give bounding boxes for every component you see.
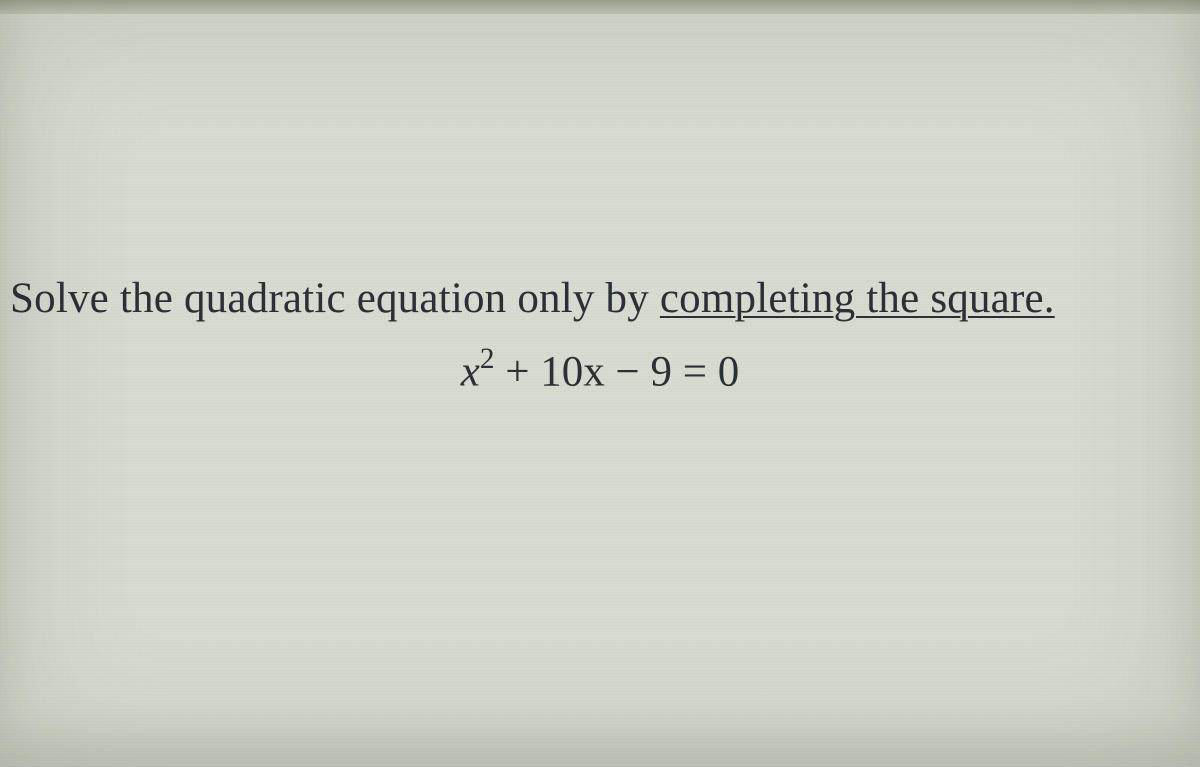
equation-rest: + 10x − 9 = 0 xyxy=(494,348,739,395)
question-prompt: Solve the quadratic equation only by com… xyxy=(0,271,1200,327)
question-underlined: completing the square. xyxy=(660,275,1055,322)
equation-exponent: 2 xyxy=(480,343,495,375)
quadratic-equation: x2 + 10x − 9 = 0 xyxy=(0,345,1200,396)
question-content: Solve the quadratic equation only by com… xyxy=(0,0,1200,767)
question-prefix: Solve the quadratic equation only by xyxy=(10,275,660,322)
equation-variable: x xyxy=(461,348,480,395)
